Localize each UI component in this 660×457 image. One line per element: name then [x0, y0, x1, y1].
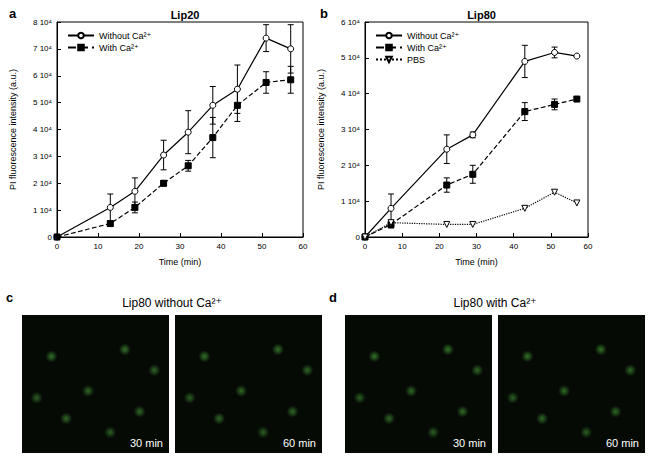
svg-text:40: 40	[509, 242, 518, 251]
svg-text:3 10⁴: 3 10⁴	[33, 152, 53, 161]
html-text:d: d	[329, 290, 337, 305]
svg-text:60: 60	[299, 242, 308, 251]
svg-text:1 10⁴: 1 10⁴	[341, 197, 361, 206]
svg-text:PI fluorescence intensity (a.u: PI fluorescence intensity (a.u.)	[316, 69, 326, 190]
html-text:30 min: 30 min	[130, 437, 163, 449]
svg-text:7 10⁴: 7 10⁴	[33, 44, 53, 53]
svg-text:30: 30	[472, 242, 481, 251]
html-text:c: c	[6, 290, 14, 305]
svg-text:6 10⁴: 6 10⁴	[33, 71, 53, 80]
svg-text:8 10⁴: 8 10⁴	[33, 18, 53, 27]
html-text:Lip80 without Ca²⁺: Lip80 without Ca²⁺	[122, 296, 222, 310]
svg-text:10: 10	[94, 242, 103, 251]
svg-text:Lip20: Lip20	[171, 9, 200, 21]
svg-text:0: 0	[55, 242, 60, 251]
html-text:Lip80 with Ca²⁺: Lip80 with Ca²⁺	[453, 296, 537, 310]
svg-text:b: b	[320, 6, 328, 21]
svg-text:3 10⁴: 3 10⁴	[341, 125, 361, 134]
svg-text:PI fluorescence intensity (a.u: PI fluorescence intensity (a.u.)	[8, 69, 18, 190]
html-text:60 min: 60 min	[606, 437, 639, 449]
svg-text:10: 10	[398, 242, 407, 251]
svg-text:0: 0	[48, 233, 53, 242]
html-text:30 min: 30 min	[453, 437, 486, 449]
svg-text:60: 60	[584, 242, 593, 251]
svg-text:50: 50	[546, 242, 555, 251]
svg-text:0: 0	[363, 242, 368, 251]
svg-text:Without Ca²⁺: Without Ca²⁺	[407, 31, 460, 41]
svg-text:4 10⁴: 4 10⁴	[341, 89, 361, 98]
svg-text:0: 0	[356, 233, 361, 242]
svg-text:20: 20	[135, 242, 144, 251]
html-text:60 min: 60 min	[283, 437, 316, 449]
svg-text:6 10⁴: 6 10⁴	[341, 18, 361, 27]
svg-text:Without Ca²⁺: Without Ca²⁺	[99, 31, 152, 41]
svg-text:2 10⁴: 2 10⁴	[33, 179, 53, 188]
svg-text:20: 20	[435, 242, 444, 251]
svg-text:4 10⁴: 4 10⁴	[33, 125, 53, 134]
svg-text:PBS: PBS	[407, 55, 425, 65]
svg-text:30: 30	[176, 242, 185, 251]
svg-text:With Ca²⁺: With Ca²⁺	[99, 43, 139, 53]
svg-text:Time (min): Time (min)	[159, 257, 202, 267]
svg-text:50: 50	[258, 242, 267, 251]
svg-text:Lip80: Lip80	[467, 9, 496, 21]
svg-text:a: a	[9, 6, 17, 21]
svg-text:40: 40	[217, 242, 226, 251]
svg-text:5 10⁴: 5 10⁴	[341, 53, 361, 62]
svg-text:With Ca²⁺: With Ca²⁺	[407, 43, 447, 53]
svg-text:1 10⁴: 1 10⁴	[33, 206, 53, 215]
svg-text:Time (min): Time (min)	[455, 257, 498, 267]
svg-text:2 10⁴: 2 10⁴	[341, 161, 361, 170]
svg-text:5 10⁴: 5 10⁴	[33, 98, 53, 107]
